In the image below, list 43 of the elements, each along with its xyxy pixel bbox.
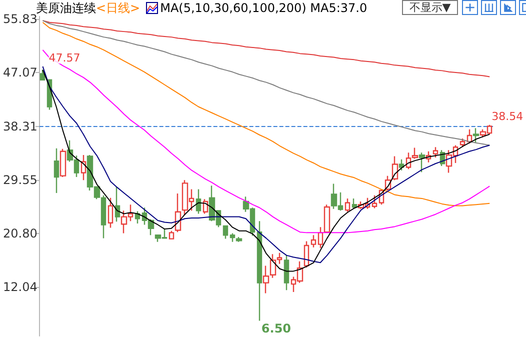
- candlestick: [262, 265, 270, 294]
- candlestick: [432, 146, 438, 158]
- candlestick: [222, 225, 228, 240]
- candlestick: [310, 234, 316, 248]
- line-series: [42, 20, 490, 146]
- annotation: 38.54: [492, 110, 524, 123]
- y-tick-label: 20.80: [2, 226, 38, 240]
- line-series: [42, 22, 490, 206]
- candlestick: [372, 194, 378, 209]
- candlestick: [352, 198, 358, 209]
- candlestick: [284, 254, 290, 291]
- candlestick: [324, 204, 330, 234]
- candlestick: [230, 232, 236, 242]
- y-tick-label: 38.31: [2, 119, 38, 134]
- candlestick: [472, 128, 480, 144]
- annotation: MA(5,10,30,60,100,200) MA5:37.0: [160, 1, 368, 15]
- candlestick: [398, 158, 404, 171]
- annotation: 6.50: [261, 322, 292, 336]
- candlestick: [236, 236, 242, 242]
- dropdown: 不显示▼: [402, 0, 458, 15]
- line-series: [42, 49, 490, 234]
- candlestick: [256, 220, 262, 322]
- candlestick: [304, 240, 310, 268]
- candlestick: [418, 152, 426, 173]
- candlestick: [54, 148, 60, 194]
- candlestick: [460, 138, 466, 148]
- candlestick: [60, 148, 66, 178]
- y-tick-label: 29.55: [2, 172, 38, 187]
- y-tick-label: 47.07: [2, 66, 38, 80]
- candlestick: [108, 197, 114, 228]
- candlestick: [174, 192, 182, 233]
- candlestick: [344, 198, 350, 212]
- chart-subtitle: <日线>: [96, 0, 140, 16]
- chart-title: 美原油连续: [36, 0, 96, 14]
- y-tick-label: 55.83: [2, 12, 38, 26]
- candlestick: [168, 230, 174, 240]
- candlestick: [318, 226, 324, 249]
- annotation: 47.57: [48, 52, 80, 65]
- y-tick-label: 12.04: [2, 280, 38, 294]
- candlestick: [80, 154, 86, 181]
- candlestick: [196, 188, 202, 214]
- candlestick: [114, 186, 120, 222]
- line-series: [42, 20, 490, 78]
